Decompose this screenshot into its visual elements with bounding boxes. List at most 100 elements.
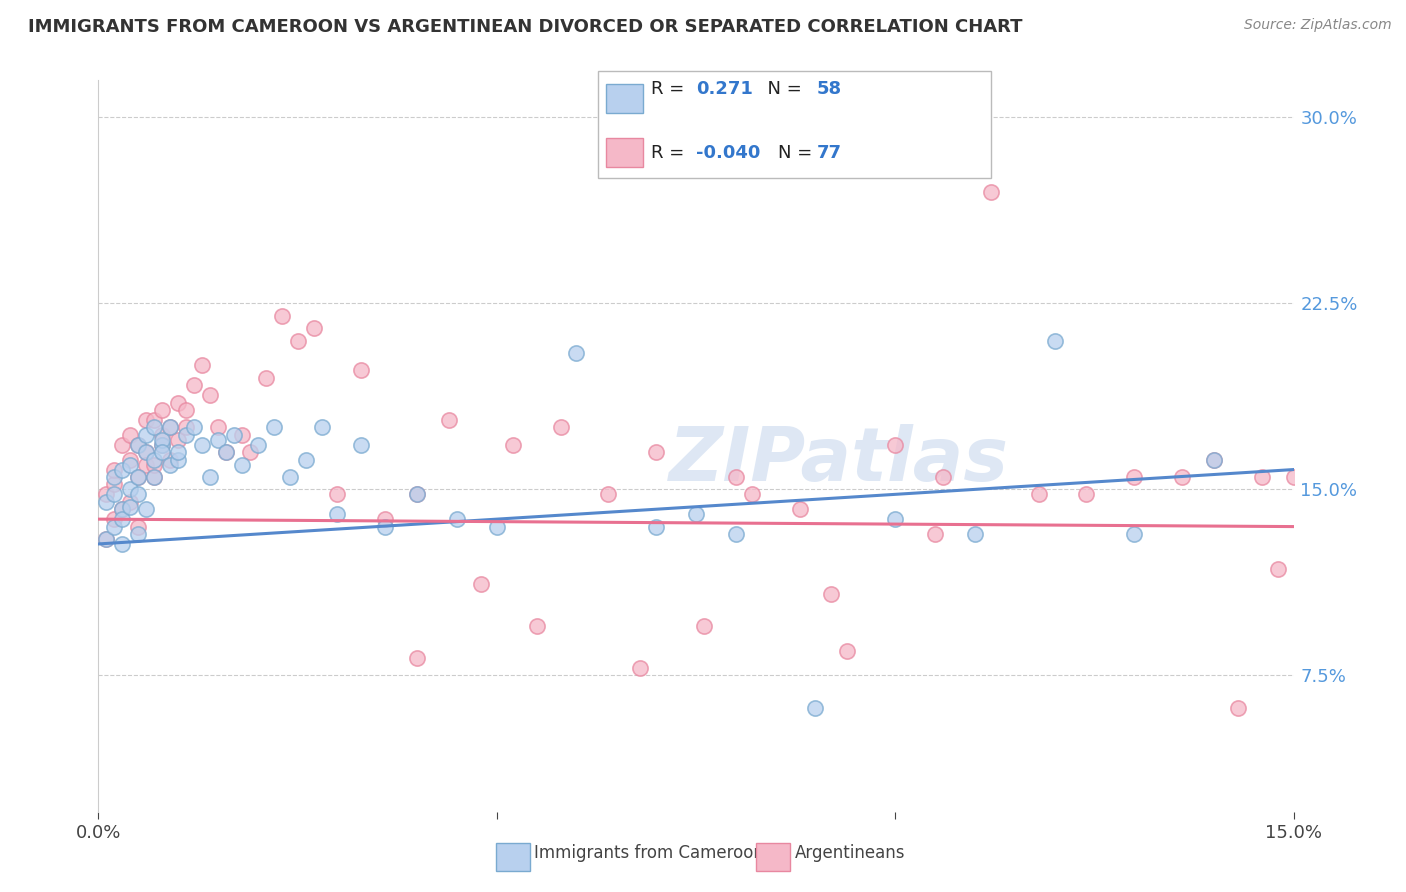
Point [111, 462, 134, 476]
Point [150, 438, 173, 452]
Point [263, 420, 285, 434]
Point [111, 512, 134, 526]
Point [302, 321, 325, 335]
Point [246, 438, 269, 452]
Point [437, 413, 460, 427]
Point [127, 470, 149, 484]
Point [1267, 562, 1289, 576]
Point [693, 619, 716, 633]
Point [96, 487, 118, 501]
Point [406, 651, 429, 665]
Point [1226, 700, 1249, 714]
Point [183, 378, 205, 392]
Text: 58: 58 [817, 80, 842, 98]
Point [127, 438, 149, 452]
Point [598, 487, 620, 501]
Text: ZIPatlas: ZIPatlas [669, 424, 1010, 497]
Point [884, 512, 907, 526]
Point [215, 445, 238, 459]
Text: N =: N = [756, 80, 808, 98]
Point [406, 487, 429, 501]
Point [127, 527, 149, 541]
Text: R =: R = [651, 80, 690, 98]
Point [135, 413, 157, 427]
Point [254, 371, 277, 385]
Point [143, 420, 166, 434]
Point [724, 527, 747, 541]
Text: Immigrants from Cameroon: Immigrants from Cameroon [534, 844, 763, 862]
Point [198, 470, 221, 484]
Point [326, 507, 349, 521]
Point [159, 420, 181, 434]
Point [963, 527, 986, 541]
Point [167, 395, 190, 409]
Point [111, 438, 134, 452]
Point [159, 420, 181, 434]
Point [502, 438, 524, 452]
Point [198, 388, 221, 402]
Point [143, 452, 166, 467]
Text: 0.271: 0.271 [696, 80, 752, 98]
Point [135, 502, 157, 516]
Point [111, 502, 134, 516]
Point [1386, 519, 1406, 533]
Point [103, 470, 125, 484]
Text: R =: R = [651, 144, 690, 162]
Point [167, 445, 190, 459]
Point [135, 445, 157, 459]
Point [239, 445, 262, 459]
Point [804, 700, 827, 714]
Point [143, 413, 166, 427]
Point [150, 427, 173, 442]
Point [103, 519, 125, 533]
Text: IMMIGRANTS FROM CAMEROON VS ARGENTINEAN DIVORCED OR SEPARATED CORRELATION CHART: IMMIGRANTS FROM CAMEROON VS ARGENTINEAN … [28, 18, 1022, 36]
Point [103, 462, 125, 476]
Text: -0.040: -0.040 [696, 144, 761, 162]
Point [120, 427, 142, 442]
Point [103, 477, 125, 491]
Point [150, 438, 173, 452]
Point [135, 458, 157, 472]
Point [150, 403, 173, 417]
Point [111, 537, 134, 551]
Point [526, 619, 548, 633]
Point [350, 438, 373, 452]
Point [150, 445, 173, 459]
Point [191, 438, 214, 452]
Point [96, 532, 118, 546]
Point [1076, 487, 1098, 501]
Point [287, 334, 309, 348]
Point [127, 519, 149, 533]
Point [120, 458, 142, 472]
Point [174, 427, 197, 442]
Point [1123, 527, 1146, 541]
Point [326, 487, 349, 501]
Point [120, 483, 142, 497]
Point [135, 427, 157, 442]
Point [103, 487, 125, 501]
Point [183, 420, 205, 434]
Point [222, 427, 245, 442]
Point [120, 452, 142, 467]
Point [1043, 334, 1066, 348]
Point [215, 445, 238, 459]
Point [270, 309, 292, 323]
Point [485, 519, 508, 533]
Point [374, 519, 396, 533]
Point [932, 470, 955, 484]
Point [980, 185, 1002, 199]
Point [143, 458, 166, 472]
Point [111, 502, 134, 516]
Point [191, 359, 214, 373]
Point [96, 495, 118, 509]
Point [1322, 487, 1344, 501]
Point [470, 576, 492, 591]
Text: Argentineans: Argentineans [794, 844, 905, 862]
Point [924, 527, 946, 541]
Text: 77: 77 [817, 144, 842, 162]
Point [565, 346, 588, 360]
Point [120, 500, 142, 514]
Point [174, 420, 197, 434]
Point [884, 438, 907, 452]
Point [231, 458, 253, 472]
